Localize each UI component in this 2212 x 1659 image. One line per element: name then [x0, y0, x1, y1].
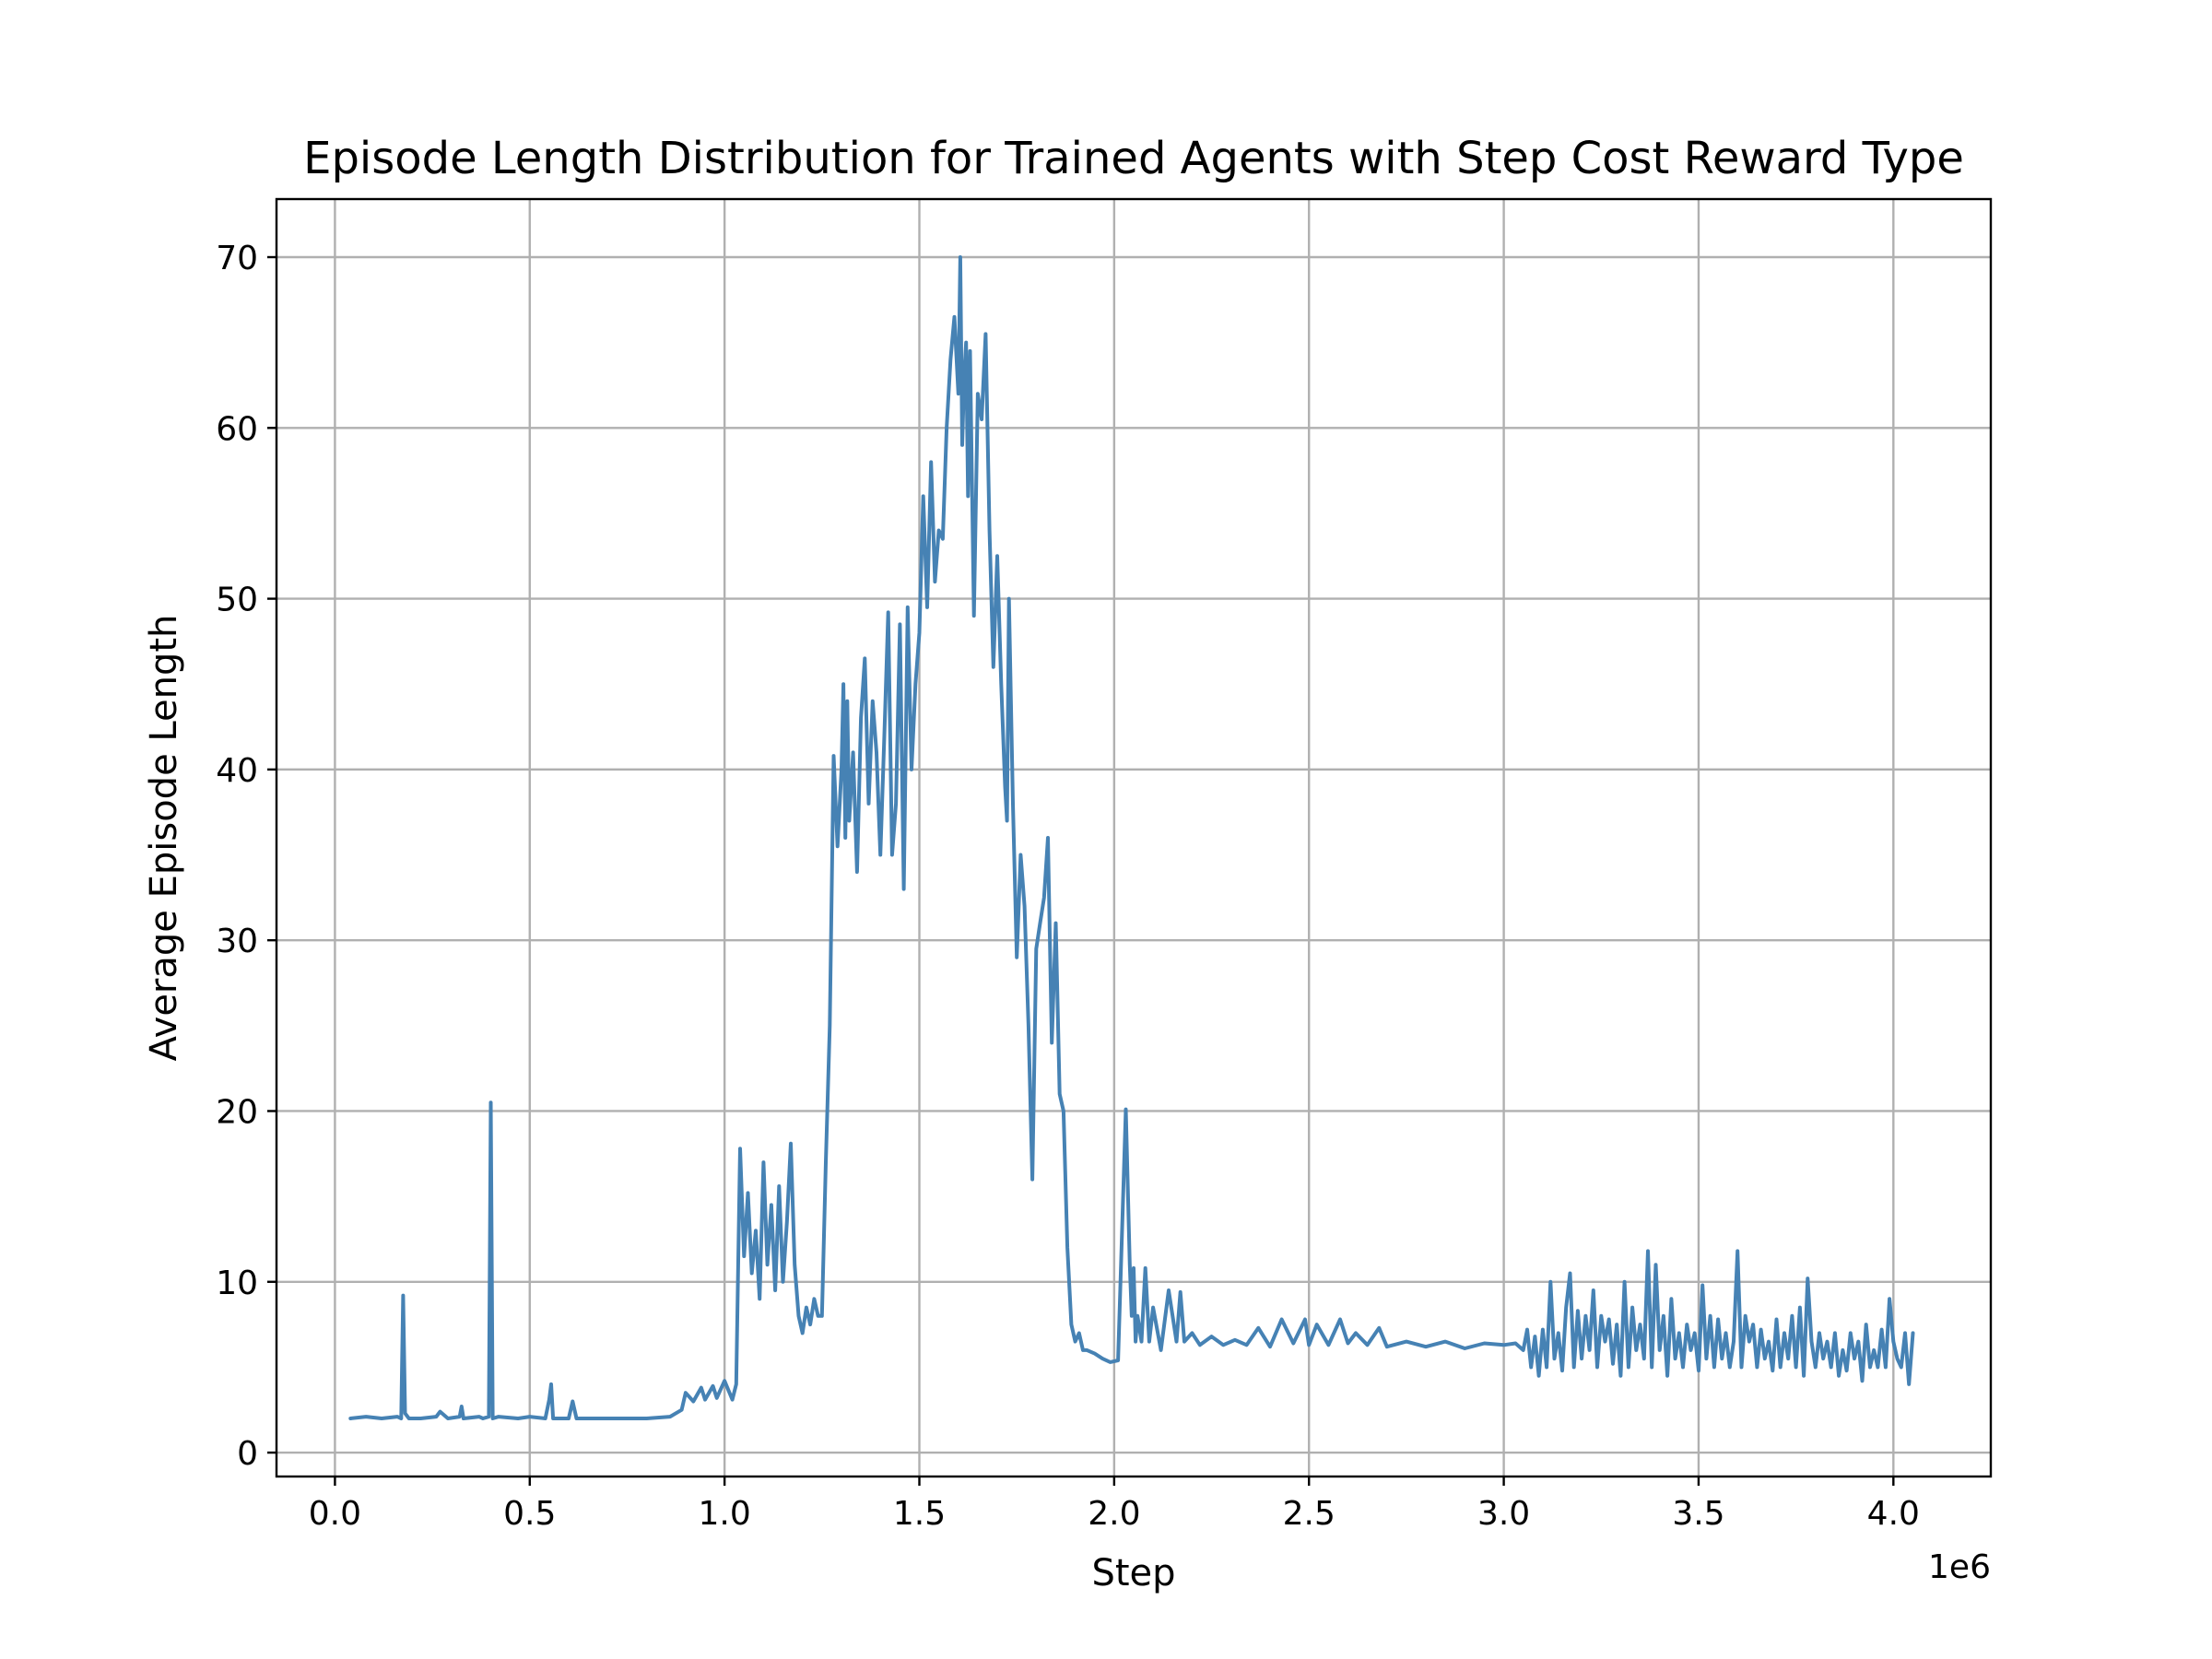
series-layer [348, 255, 1915, 1420]
x-tick-label: 4.0 [1867, 1495, 1920, 1533]
tick-labels: 0.0 0.5 1.0 1.5 2.0 2.5 3.0 3.5 4.0 0 10 20 30 40 50 60… [216, 240, 1920, 1533]
y-tick-label: 30 [216, 923, 258, 960]
y-tick-label: 10 [216, 1265, 258, 1302]
plot-frame [275, 197, 1993, 1478]
x-tick-label: 1.0 [699, 1495, 751, 1533]
x-tick-label: 2.5 [1283, 1495, 1335, 1533]
chart-title: Episode Length Distribution for Trained … [303, 133, 1964, 184]
x-tick-label: 1.5 [893, 1495, 946, 1533]
x-tick-label: 3.5 [1672, 1495, 1724, 1533]
tick-marks [267, 255, 1895, 1486]
series-line [348, 255, 1915, 1420]
x-tick-label: 0.5 [503, 1495, 556, 1533]
y-tick-label: 60 [216, 410, 258, 448]
y-tick-label: 0 [237, 1435, 258, 1473]
x-axis-label: Step [1091, 1552, 1175, 1594]
grid-lines [276, 199, 1991, 1477]
y-tick-label: 70 [216, 240, 258, 277]
x-tick-label: 0.0 [309, 1495, 361, 1533]
x-tick-label: 3.0 [1477, 1495, 1530, 1533]
y-tick-label: 40 [216, 752, 258, 790]
y-axis-label: Average Episode Length [143, 615, 185, 1062]
x-tick-label: 2.0 [1088, 1495, 1140, 1533]
y-tick-label: 20 [216, 1093, 258, 1131]
y-tick-label: 50 [216, 582, 258, 619]
x-axis-offset-text: 1e6 [1928, 1548, 1991, 1586]
